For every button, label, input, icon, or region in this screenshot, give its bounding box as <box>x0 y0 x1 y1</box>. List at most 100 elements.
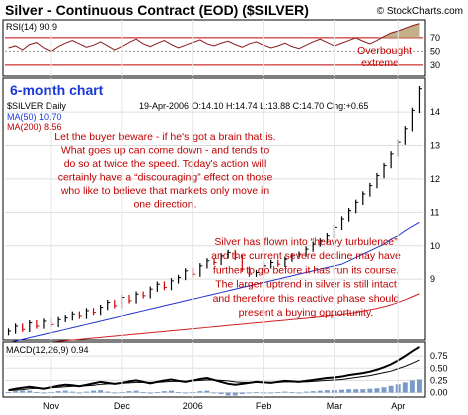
x-tick-label: Nov <box>43 401 60 411</box>
price-bar <box>277 259 281 267</box>
rsi-tick-label: 50 <box>430 46 440 56</box>
price-bar <box>220 253 224 266</box>
price-bar <box>199 263 203 277</box>
price-bar <box>312 241 316 252</box>
ma50-line <box>8 221 420 344</box>
price-bar <box>248 266 252 277</box>
price-bar <box>355 199 359 214</box>
macd-histogram-bar <box>91 390 97 393</box>
price-tick-label: 10 <box>430 241 440 251</box>
annotation-beware: Let the buyer beware - if he's got a bra… <box>54 131 275 211</box>
macd-histogram-bar <box>55 391 61 393</box>
price-bar <box>213 258 217 266</box>
price-bar <box>390 151 394 169</box>
annotation-beware-line: Let the buyer beware - if he's got a bra… <box>54 131 275 143</box>
macd-histogram-bar <box>289 392 295 393</box>
macd-histogram-bar <box>402 382 408 393</box>
annotation-turbulence-line: and the current severe decline may have <box>211 250 401 262</box>
macd-histogram-bar <box>13 391 19 393</box>
macd-histogram-bar <box>303 391 309 393</box>
macd-histogram-bar <box>197 391 203 393</box>
macd-histogram-bar <box>339 389 345 393</box>
price-bar <box>206 258 210 269</box>
price-bar <box>241 254 245 272</box>
macd-histogram-bar <box>76 392 82 394</box>
macd-panel: MACD(12,26,9) 0.94 0.75 0.50 0.25 0.00 <box>2 341 448 398</box>
price-bar <box>135 291 139 304</box>
macd-histogram-bar <box>69 391 75 393</box>
annotation-turbulence-line: The larger uptrend in silver is still in… <box>215 279 397 291</box>
rsi-panel: RSI(14) 90.9 70 50 30 Overbought extreme <box>2 19 440 77</box>
macd-histogram-bar <box>324 390 330 393</box>
rsi-tick-label: 70 <box>430 33 440 43</box>
price-bar <box>340 216 345 231</box>
price-bar <box>298 251 302 259</box>
x-tick-label: Feb <box>256 401 272 411</box>
macd-tick-label: 0.25 <box>430 375 448 385</box>
macd-histogram-bar <box>83 391 89 393</box>
price-bar <box>163 281 167 291</box>
chart-title: Silver - Continuous Contract (EOD) ($SIL… <box>5 2 309 18</box>
price-bar <box>100 304 104 316</box>
macd-histogram-bar <box>211 392 217 394</box>
copyright-text: © StockCharts.com <box>377 6 463 17</box>
macd-line <box>8 346 420 392</box>
price-bar <box>149 286 153 299</box>
annotation-turbulence-line: further to go before it has run its cour… <box>213 264 399 276</box>
macd-histogram-bar <box>310 391 316 393</box>
rsi-line <box>8 23 420 52</box>
annotation-beware-line: certainly have a “discouraging” effect o… <box>58 172 273 184</box>
macd-histogram-bar <box>126 391 132 393</box>
macd-histogram-bar <box>112 392 118 394</box>
price-bar <box>404 126 408 145</box>
macd-histogram-bar <box>147 392 153 394</box>
price-bar <box>234 249 238 261</box>
macd-histogram-bar <box>225 392 231 396</box>
annotation-turbulence-line: Silver has flown into “heavy turbulence” <box>214 236 398 248</box>
macd-histogram-bar <box>232 392 238 396</box>
macd-histogram-bar <box>416 379 422 393</box>
price-bar <box>156 281 160 292</box>
macd-histogram-bar <box>140 392 146 393</box>
macd-histogram-bar <box>20 390 26 393</box>
price-bar <box>255 269 260 277</box>
price-bar <box>411 107 415 132</box>
price-bar <box>22 323 26 332</box>
price-bar <box>177 274 182 284</box>
price-bar <box>64 314 68 322</box>
price-bar <box>418 86 422 114</box>
price-bar <box>270 259 274 269</box>
price-bar <box>107 299 111 311</box>
price-bar <box>92 308 97 316</box>
macd-histogram-bar <box>367 388 373 393</box>
price-bar <box>305 246 309 257</box>
rsi-tick-label: 30 <box>430 60 440 70</box>
x-tick-label: 2006 <box>183 401 203 411</box>
rsi-annotation-line-2: extreme <box>361 57 399 69</box>
price-tick-label: 11 <box>430 207 439 217</box>
price-bar <box>348 207 352 222</box>
macd-histogram-bar <box>317 390 323 393</box>
macd-histogram-bar <box>239 392 245 395</box>
price-bar <box>114 299 118 309</box>
price-bar <box>7 328 12 336</box>
macd-histogram-bar <box>246 392 252 394</box>
macd-histogram-bar <box>381 387 387 393</box>
price-bar <box>284 256 288 267</box>
price-bar <box>57 316 61 327</box>
annotation-beware-line: one direction. <box>133 199 196 211</box>
ma50-label: MA(50) 10.70 <box>7 112 62 122</box>
macd-histogram-bar <box>360 389 366 393</box>
price-bar <box>227 249 231 259</box>
price-bar <box>185 268 189 281</box>
x-axis: Nov Dec 2006 Feb Mar Apr <box>43 20 405 411</box>
macd-label: MACD(12,26,9) 0.94 <box>6 345 89 355</box>
price-bar <box>326 233 330 244</box>
macd-histogram-bar <box>161 391 167 393</box>
price-bar <box>15 323 19 334</box>
rsi-annotation-line-1: Overbought <box>357 45 412 57</box>
macd-histogram-bar <box>254 392 259 393</box>
macd-histogram-bar <box>275 392 281 393</box>
price-bar <box>319 238 323 247</box>
macd-histogram-bar <box>27 390 33 393</box>
